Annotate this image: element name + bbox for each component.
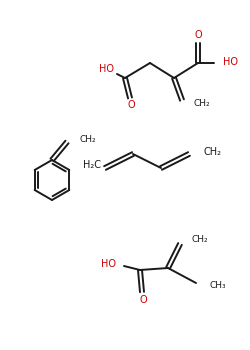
- Text: HO: HO: [98, 64, 114, 74]
- Text: O: O: [127, 100, 135, 110]
- Text: O: O: [194, 30, 202, 40]
- Text: HO: HO: [101, 259, 116, 269]
- Text: CH₂: CH₂: [80, 134, 96, 144]
- Text: HO: HO: [223, 57, 238, 67]
- Text: CH₃: CH₃: [209, 280, 226, 289]
- Text: H₂C: H₂C: [83, 160, 101, 170]
- Text: CH₂: CH₂: [192, 234, 208, 244]
- Text: CH₂: CH₂: [203, 147, 221, 157]
- Text: CH₂: CH₂: [194, 99, 210, 108]
- Text: O: O: [139, 295, 147, 305]
